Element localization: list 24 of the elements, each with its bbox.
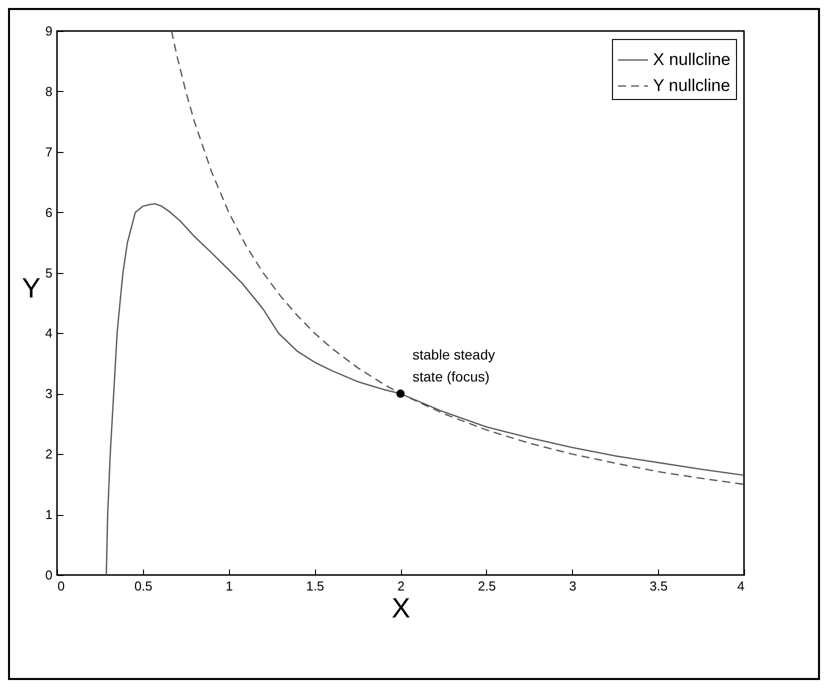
x-tick-label: 1.5 <box>306 578 324 594</box>
y-tick-label: 3 <box>45 386 52 402</box>
y-tick-label: 8 <box>45 84 52 99</box>
x-tick-label: 3.5 <box>650 578 668 594</box>
x-tick-label: 1 <box>226 578 233 594</box>
x-tick-label: 4 <box>737 578 744 594</box>
y-tick-label: 9 <box>45 24 52 38</box>
legend-label: Y nullcline <box>653 76 730 95</box>
y-tick-label: 7 <box>45 144 52 160</box>
y-tick-label: 2 <box>45 446 52 462</box>
y-tick-label: 5 <box>45 265 52 280</box>
y-axis-title: Y <box>22 272 41 304</box>
x-tick-label: 3 <box>569 578 576 594</box>
x-tick-label: 2.5 <box>478 578 496 594</box>
x-axis-title: X <box>392 592 411 624</box>
x-tick-label: 0 <box>58 578 65 594</box>
x-tick-label: 0.5 <box>134 578 152 594</box>
y-tick-label: 1 <box>45 507 52 522</box>
y-tick-label: 4 <box>45 326 52 341</box>
annotation: stable steady state (focus) <box>412 346 495 385</box>
legend-label: X nullcline <box>653 50 730 69</box>
x-tick-label: 2 <box>397 578 405 594</box>
y-tick-label: 6 <box>45 204 52 220</box>
y-tick-label: 0 <box>45 568 52 582</box>
